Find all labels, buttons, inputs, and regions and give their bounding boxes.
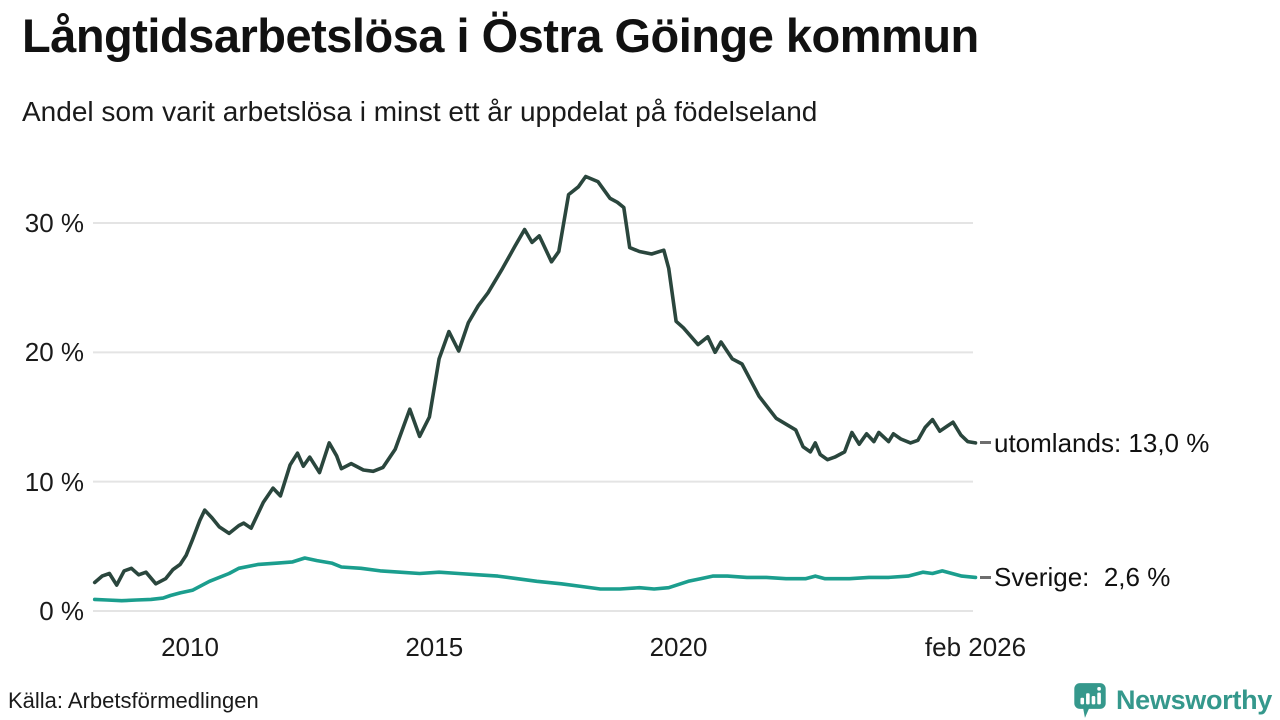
newsworthy-logo-icon <box>1074 683 1106 718</box>
series-label-utomlands: utomlands: 13,0 % <box>980 426 1209 460</box>
x-axis-tick-2010: 2010 <box>161 632 219 662</box>
y-axis-tick-30: 30 % <box>24 208 84 238</box>
x-axis-tick-2015: 2015 <box>405 632 464 662</box>
newsworthy-wordmark: Newsworthy <box>1115 685 1272 715</box>
series-label-dash-icon <box>980 575 991 579</box>
x-axis-tick-2020: 2020 <box>649 632 708 662</box>
series-label-utomlands-text: utomlands: 13,0 % <box>994 427 1210 458</box>
newsworthy-brand: Newsworthy <box>1072 682 1272 719</box>
series-label-sverige: Sverige: 2,6 % <box>980 560 1170 594</box>
page-subtitle: Andel som varit arbetslösa i minst ett å… <box>22 96 818 127</box>
series-label-dash-icon <box>980 441 991 445</box>
y-axis-tick-0: 0 % <box>39 596 84 626</box>
x-axis-tick-feb-2026: feb 2026 <box>924 632 1027 662</box>
page-title: Långtidsarbetslösa i Östra Göinge kommun <box>22 9 979 62</box>
y-axis-tick-20: 20 % <box>24 337 84 368</box>
source-credit: Källa: Arbetsförmedlingen <box>8 688 259 713</box>
y-axis-tick-10: 10 % <box>24 466 84 497</box>
series-label-sverige-text: Sverige: 2,6 % <box>994 562 1171 593</box>
